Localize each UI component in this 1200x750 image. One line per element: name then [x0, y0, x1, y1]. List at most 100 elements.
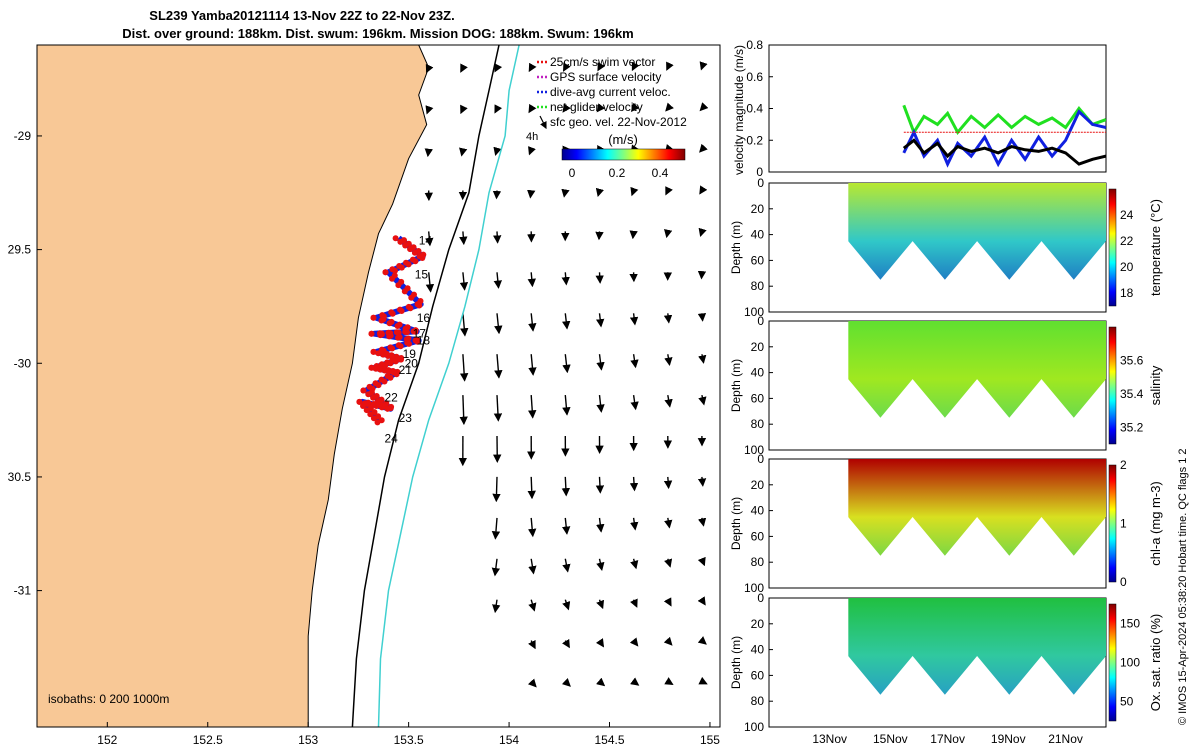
- colorbar-tick-label: 150: [1120, 617, 1140, 631]
- sfc-geo-velocity-field: [424, 61, 709, 688]
- colorbar-tick-label: 0: [1120, 575, 1127, 589]
- colorbar-tick-label: 2: [1120, 458, 1127, 472]
- day-label-21: 21: [399, 363, 413, 377]
- day-label-19: 19: [403, 347, 417, 361]
- track-point: [377, 332, 384, 339]
- chla-section-colorbar-label: chl-a (mg m-3): [1148, 481, 1163, 566]
- day-label-23: 23: [399, 411, 413, 425]
- geo-velocity-arrow: [663, 597, 672, 607]
- section-y-tick-label: 20: [751, 617, 765, 631]
- geo-velocity-arrow: [699, 143, 708, 153]
- section-y-tick-label: 60: [751, 668, 765, 682]
- geo-velocity-arrow: [561, 476, 571, 497]
- geo-velocity-arrow: [459, 395, 468, 426]
- isobath-1000m: [377, 45, 520, 727]
- geo-velocity-arrow: [630, 677, 640, 686]
- map-x-ticks: 152 152.5 153 153.5 154 154.5 155: [97, 722, 720, 747]
- geo-velocity-arrow: [492, 476, 501, 503]
- track-point: [386, 320, 393, 327]
- velocity-y-tick-label: 0.4: [746, 102, 763, 116]
- time-x-tick-label: 21Nov: [1048, 732, 1083, 746]
- speed-colorbar-tick-0: 0: [569, 166, 576, 180]
- colorbar-tick-label: 24: [1120, 208, 1134, 222]
- legend-symbol: [539, 115, 547, 130]
- map-y-tick-label: -31: [14, 584, 32, 598]
- map-x-tick-label: 153.5: [394, 733, 424, 747]
- geo-velocity-arrow: [424, 148, 433, 158]
- section-ylabel: Depth (m): [729, 636, 743, 689]
- salinity-section-colorbar-label: salinity: [1148, 365, 1163, 405]
- geo-velocity-arrow: [665, 186, 673, 196]
- oxygen-section-colorbar-label: Ox. sat. ratio (%): [1148, 614, 1163, 712]
- geo-velocity-arrow: [561, 272, 570, 286]
- geo-velocity-arrow: [527, 517, 537, 538]
- geo-velocity-arrow: [663, 313, 673, 324]
- track-point: [411, 249, 418, 256]
- colorbar-tick-label: 35.6: [1120, 353, 1144, 367]
- track-point: [381, 367, 388, 374]
- section-y-tick-label: 40: [751, 228, 765, 242]
- geo-velocity-arrow: [493, 272, 502, 289]
- track-point: [375, 382, 382, 389]
- track-point: [376, 402, 383, 409]
- geo-velocity-arrow: [562, 599, 571, 611]
- glider-track: [356, 235, 427, 426]
- map-y-tick-label: 30.5: [8, 470, 32, 484]
- geo-velocity-arrow: [562, 354, 571, 374]
- day-label-24: 24: [385, 431, 399, 445]
- geo-velocity-arrow: [595, 638, 605, 648]
- geo-velocity-arrow: [698, 227, 707, 238]
- day-label-20: 20: [405, 356, 419, 370]
- track-point: [368, 330, 375, 337]
- geo-velocity-arrow: [664, 394, 673, 408]
- section-ylabel: Depth (m): [729, 359, 743, 412]
- track-point: [370, 348, 377, 355]
- geo-velocity-arrow: [562, 313, 571, 330]
- geo-velocity-arrow: [596, 517, 605, 533]
- section-y-tick-label: 60: [751, 529, 765, 543]
- geo-velocity-arrow: [664, 558, 673, 568]
- geo-velocity-arrow: [562, 103, 571, 113]
- geo-velocity-arrow: [630, 186, 639, 197]
- section-y-tick-label: 40: [751, 504, 765, 518]
- colorbar-tick-label: 35.4: [1120, 387, 1144, 401]
- track-point: [398, 356, 404, 363]
- track-point: [414, 338, 421, 345]
- section-y-tick-label: 100: [744, 720, 764, 734]
- section-y-tick-label: 60: [751, 391, 765, 405]
- geo-velocity-arrow: [630, 394, 639, 411]
- geo-velocity-arrow: [697, 556, 706, 567]
- section-y-tick-label: 80: [751, 694, 765, 708]
- time-x-tick-label: 15Nov: [873, 732, 908, 746]
- geo-velocity-arrow: [459, 354, 469, 382]
- geo-velocity-arrow: [494, 313, 503, 335]
- geo-velocity-arrow: [595, 476, 605, 494]
- geo-velocity-arrow: [494, 63, 503, 73]
- map-x-tick-label: 154: [499, 733, 519, 747]
- geo-velocity-arrow: [697, 313, 707, 322]
- geo-velocity-arrow: [697, 476, 707, 487]
- temperature-section-colorbar: [1108, 188, 1117, 307]
- section-y-tick-label: 20: [751, 478, 765, 492]
- velocity-ylabel: velocity magnitude (m/s): [732, 45, 746, 175]
- time-x-ticks: 13Nov 15Nov 17Nov 19Nov 21Nov: [812, 732, 1083, 746]
- track-point: [412, 328, 419, 335]
- track-point: [374, 419, 381, 426]
- geo-velocity-arrow: [528, 146, 536, 156]
- track-point: [389, 345, 396, 352]
- track-point: [387, 405, 394, 412]
- track-point: [407, 246, 414, 253]
- isobath-label: isobaths: 0 200 1000m: [48, 692, 169, 706]
- track-point: [402, 242, 409, 249]
- section-y-tick-label: 80: [751, 279, 765, 293]
- speed-colorbar-tick-1: 0.2: [609, 166, 626, 180]
- track-point: [370, 314, 377, 321]
- track-point: [395, 334, 401, 341]
- geo-velocity-arrow: [528, 395, 537, 419]
- geo-velocity-arrow: [699, 185, 708, 195]
- geo-velocity-arrow: [561, 678, 571, 687]
- section-y-tick-label: 100: [744, 443, 764, 457]
